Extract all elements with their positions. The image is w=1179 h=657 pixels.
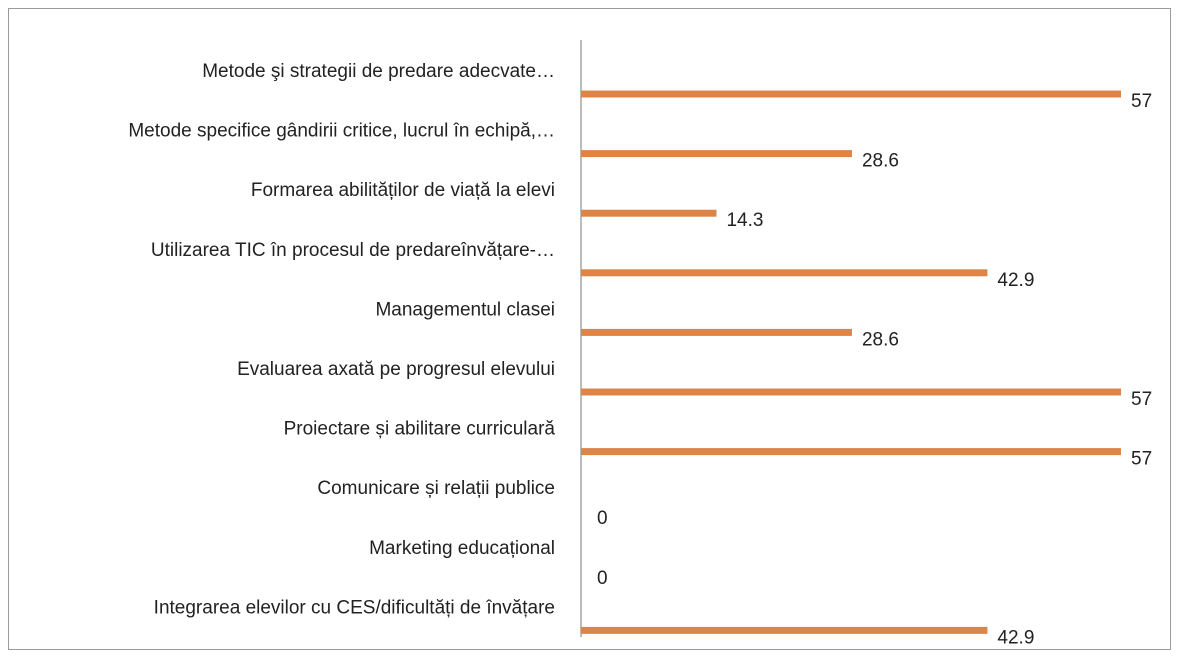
category-label: Integrarea elevilor cu CES/dificultăți d… [154,597,555,618]
bar [581,626,988,634]
data-label: 57 [1131,91,1152,112]
category-label: Comunicare și relații publice [317,478,555,499]
category-label: Formarea abilităților de viață la elevi [251,180,555,201]
data-label: 0 [597,508,608,529]
bar [581,150,852,158]
category-label: Metode specifice gândirii critice, lucru… [128,121,555,142]
data-label: 28.6 [862,329,899,350]
data-label: 0 [597,568,608,589]
bar [581,269,988,277]
category-label: Proiectare și abilitare curriculară [284,419,556,440]
data-label: 14.3 [726,210,763,231]
data-label: 42.9 [997,627,1034,648]
category-label: Marketing educațional [369,538,555,559]
data-label: 57 [1131,389,1152,410]
data-label: 42.9 [997,270,1034,291]
category-label: Evaluarea axată pe progresul elevului [237,359,555,380]
bar [581,328,852,336]
category-label: Managementul clasei [375,299,555,320]
bar [581,448,1121,456]
bar [581,388,1121,396]
data-label: 57 [1131,449,1152,470]
data-label: 28.6 [862,151,899,172]
category-label: Metode şi strategii de predare adecvate… [202,61,555,82]
category-label: Utilizarea TIC în procesul de predareînv… [151,240,555,261]
bar [581,90,1121,98]
bar [581,209,717,217]
